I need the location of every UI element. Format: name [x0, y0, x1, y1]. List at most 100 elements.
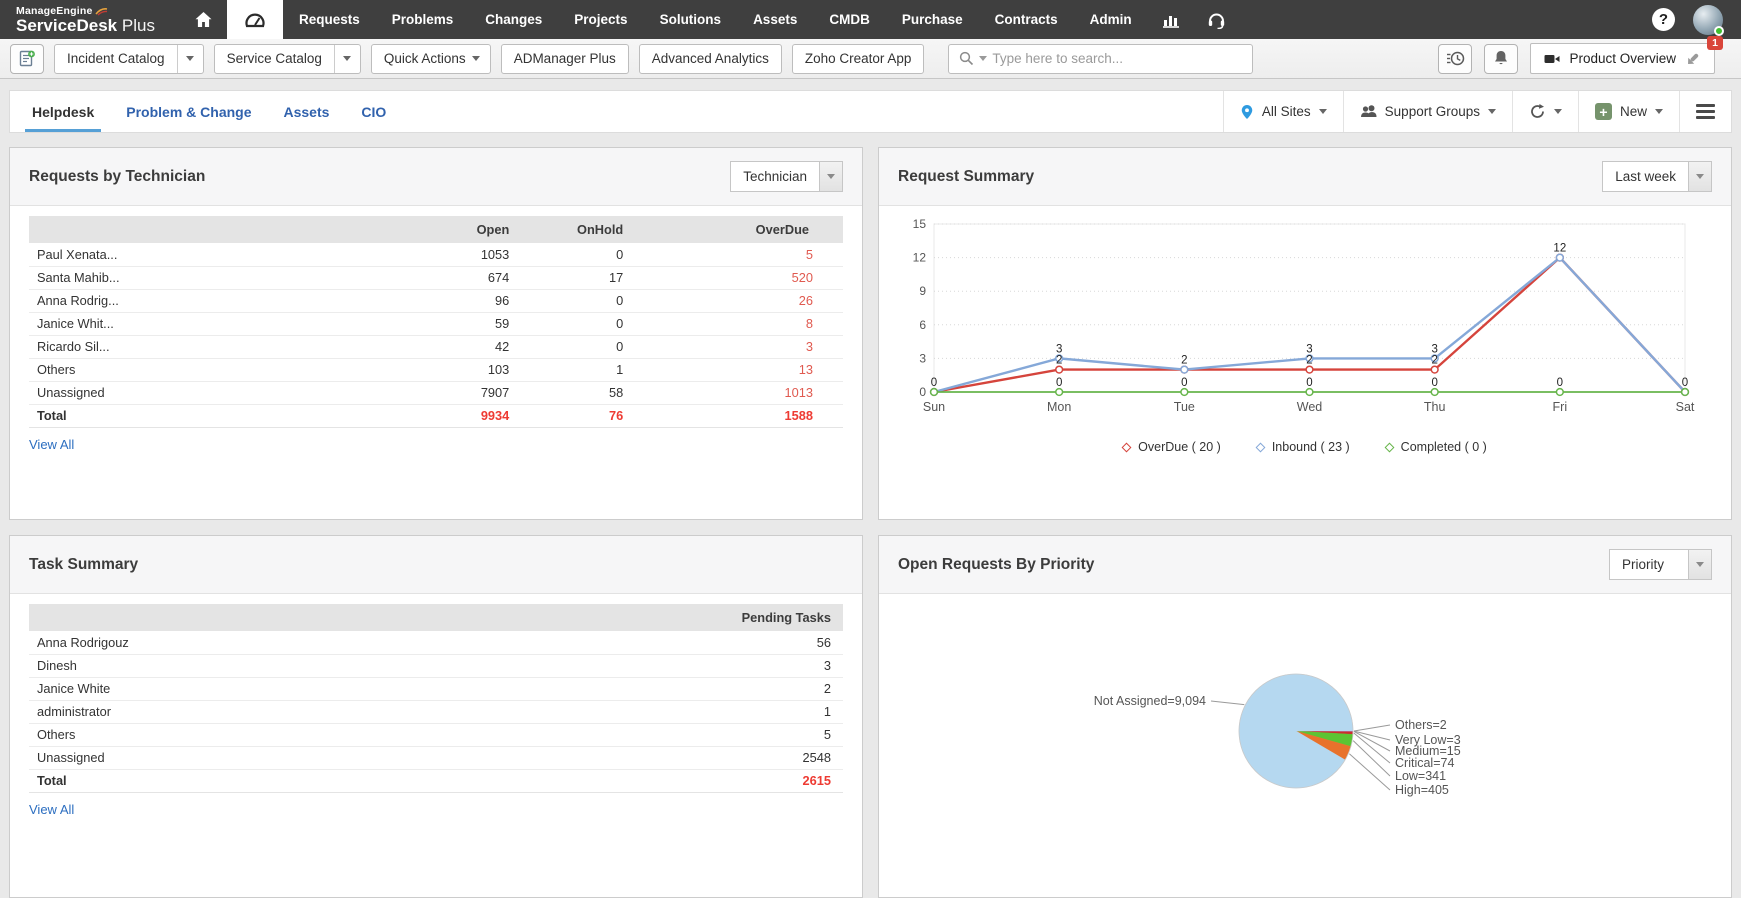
advanced-analytics-button[interactable]: Advanced Analytics	[638, 43, 782, 74]
quick-actions-dropdown[interactable]: Quick Actions	[370, 43, 491, 74]
col-owner	[29, 604, 599, 631]
svg-text:0: 0	[1306, 377, 1312, 389]
nav-purchase[interactable]: Purchase	[901, 12, 963, 27]
new-incident-button[interactable]	[10, 43, 44, 74]
tab-problem-change[interactable]: Problem & Change	[126, 103, 252, 120]
content-area: Helpdesk Problem & Change Assets CIO All Si…	[0, 90, 1741, 898]
svg-text:3: 3	[1306, 343, 1312, 355]
table-row: Santa Mahib... 674 17 520	[29, 266, 843, 290]
tab-cio[interactable]: CIO	[361, 103, 387, 120]
nav-requests[interactable]: Requests	[298, 12, 360, 27]
legend-marker	[1121, 442, 1132, 452]
zoho-creator-app-button[interactable]: Zoho Creator App	[791, 43, 925, 74]
hamburger-icon	[1696, 104, 1715, 119]
support-groups-dropdown[interactable]: Support Groups	[1342, 91, 1512, 132]
period-filter-select[interactable]: Last week	[1602, 161, 1712, 192]
nav-admin[interactable]: Admin	[1089, 12, 1132, 27]
refresh-caret	[1553, 109, 1562, 114]
panel-header: Task Summary	[10, 536, 862, 594]
cell: Anna Rodrigouz	[29, 631, 599, 655]
nav-changes[interactable]: Changes	[485, 12, 543, 27]
priority-filter-select[interactable]: Priority	[1609, 549, 1712, 580]
table-row: Janice White 2	[29, 677, 843, 701]
refresh-icon	[1531, 104, 1544, 118]
col-open: Open	[338, 216, 510, 243]
bell-icon	[1495, 51, 1508, 65]
product-overview-button[interactable]: Product Overview 1	[1530, 36, 1723, 74]
panel-title: Open Requests By Priority	[898, 555, 1095, 573]
rocket-icon	[1688, 53, 1699, 64]
incident-catalog-caret	[176, 44, 203, 73]
nav-solutions[interactable]: Solutions	[659, 12, 722, 27]
svg-text:0: 0	[1557, 377, 1563, 389]
search-input[interactable]	[992, 51, 1243, 66]
dashboard-menu-button[interactable]	[1679, 91, 1731, 132]
legend-item-inbound[interactable]: Inbound ( 23 )	[1255, 440, 1350, 454]
top-nav-right: ?	[1652, 0, 1741, 39]
nav-contracts[interactable]: Contracts	[994, 12, 1058, 27]
view-all-link[interactable]: View All	[29, 801, 75, 817]
svg-text:Wed: Wed	[1297, 400, 1323, 414]
incident-catalog-dropdown[interactable]: Incident Catalog	[54, 43, 204, 74]
panel-title: Task Summary	[29, 555, 139, 573]
svg-text:0: 0	[1682, 377, 1688, 389]
period-filter-caret	[1688, 162, 1711, 191]
cell: 103	[338, 358, 510, 382]
help-button[interactable]: ?	[1652, 8, 1675, 31]
view-all-link[interactable]: View All	[29, 436, 75, 452]
support-groups-label: Support Groups	[1384, 104, 1480, 119]
all-sites-label: All Sites	[1261, 104, 1311, 119]
search-icon	[960, 51, 974, 66]
dashboard-tab[interactable]	[226, 0, 283, 39]
panel-task-summary: Task Summary Pending Tasks Anna Rodrigou…	[9, 535, 863, 898]
brand-logo[interactable]: ManageEngine ServiceDesk Plus	[0, 0, 181, 39]
pie-slice-not-assigned	[1238, 673, 1354, 789]
table-row: Unassigned 7907 58 1013	[29, 381, 843, 405]
cell: 0	[509, 289, 624, 313]
notification-badge: 1	[1707, 36, 1723, 50]
user-avatar[interactable]	[1693, 4, 1724, 36]
legend-item-overdue[interactable]: OverDue ( 20 )	[1121, 440, 1221, 454]
panel-body: Open OnHold OverDue Paul Xenata... 1053 0 5…	[10, 216, 862, 454]
admanager-plus-button[interactable]: ADManager Plus	[500, 43, 629, 74]
svg-text:Thu: Thu	[1424, 400, 1446, 414]
cell: 17	[509, 266, 624, 290]
svg-text:Tue: Tue	[1174, 400, 1195, 414]
notifications-button[interactable]	[1484, 43, 1519, 74]
toolbar: Incident Catalog Service Catalog Quick A…	[0, 36, 1741, 79]
product-name: ServiceDesk Plus	[16, 16, 155, 35]
recent-items-button[interactable]	[1438, 43, 1473, 74]
service-catalog-label: Service Catalog	[226, 51, 322, 66]
search-scope-caret[interactable]	[979, 56, 988, 61]
technician-filter-select[interactable]: Technician	[730, 161, 843, 192]
cell: Total	[29, 404, 339, 428]
all-sites-dropdown[interactable]: All Sites	[1222, 91, 1343, 132]
dashboard-tabbar: Helpdesk Problem & Change Assets CIO All Si…	[9, 90, 1732, 133]
cell: 7907	[338, 381, 510, 405]
legend-item-completed[interactable]: Completed ( 0 )	[1384, 440, 1487, 454]
cell: 13	[623, 358, 843, 382]
refresh-dropdown[interactable]	[1511, 91, 1578, 132]
cell: 2548	[598, 746, 843, 770]
nav-cmdb[interactable]: CMDB	[829, 12, 870, 27]
nav-problems[interactable]: Problems	[391, 12, 454, 27]
support-groups-caret	[1487, 109, 1496, 114]
svg-text:2: 2	[1181, 355, 1187, 367]
pie-label-not-assigned: Not Assigned=9,094	[1094, 694, 1206, 708]
cell: 674	[338, 266, 510, 290]
reports-button[interactable]	[1148, 0, 1194, 39]
tab-assets[interactable]: Assets	[283, 103, 330, 120]
new-caret	[1655, 109, 1663, 114]
service-catalog-dropdown[interactable]: Service Catalog	[213, 43, 361, 74]
quick-actions-label: Quick Actions	[383, 51, 466, 66]
new-dropdown[interactable]: + New	[1577, 91, 1679, 132]
priority-filter-caret	[1688, 550, 1711, 579]
nav-projects[interactable]: Projects	[574, 12, 628, 27]
cell: Paul Xenata...	[29, 243, 339, 267]
home-button[interactable]	[181, 0, 227, 39]
nav-assets[interactable]: Assets	[753, 12, 798, 27]
support-button[interactable]	[1194, 0, 1240, 39]
cell: 3	[623, 335, 843, 359]
tab-helpdesk[interactable]: Helpdesk	[16, 91, 110, 132]
